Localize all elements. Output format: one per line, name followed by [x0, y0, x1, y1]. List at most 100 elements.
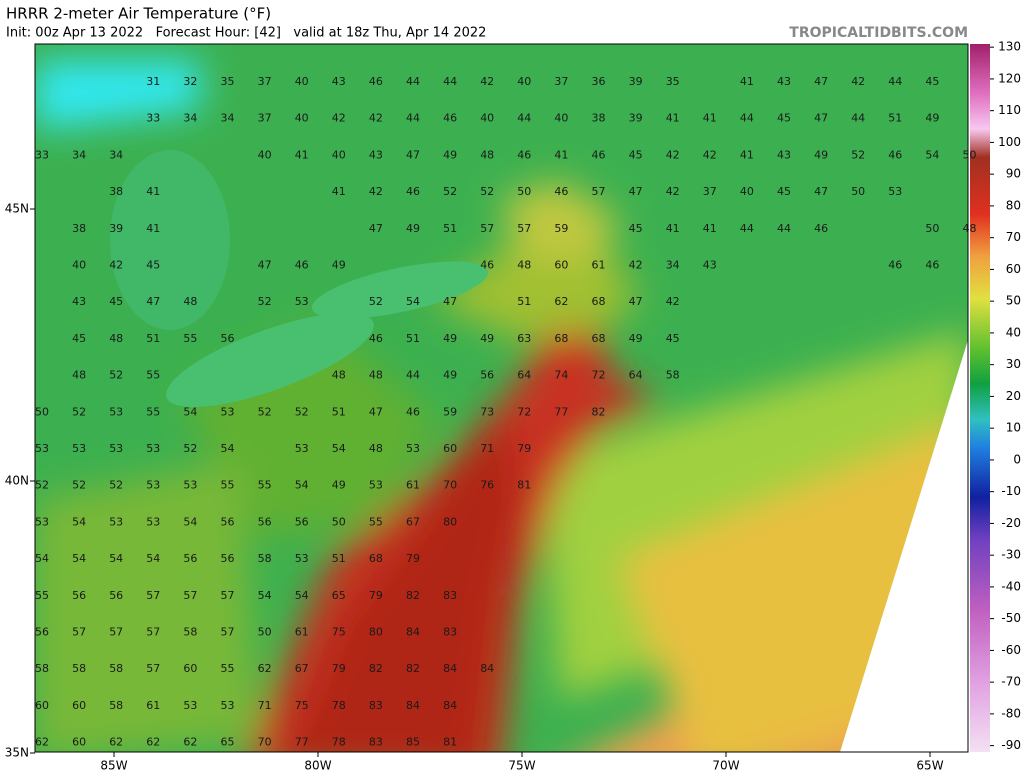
station-value: 46 — [517, 148, 531, 161]
station-value: 81 — [443, 736, 457, 749]
colorbar-label: -40 — [1001, 579, 1021, 593]
map-frame — [34, 43, 969, 753]
station-value: 46 — [888, 259, 902, 272]
station-value: 51 — [443, 222, 457, 235]
station-value: 41 — [332, 185, 346, 198]
station-value: 53 — [369, 479, 383, 492]
station-value: 79 — [517, 442, 531, 455]
station-value: 75 — [332, 626, 346, 639]
colorbar-label: -30 — [1001, 548, 1021, 562]
station-value: 62 — [109, 736, 123, 749]
station-value: 48 — [369, 369, 383, 382]
station-value: 62 — [183, 736, 197, 749]
lon-label: 80W — [304, 759, 331, 773]
station-value: 53 — [35, 442, 49, 455]
station-value: 84 — [443, 662, 457, 675]
station-value: 35 — [221, 75, 235, 88]
station-value: 45 — [777, 112, 791, 125]
station-value: 53 — [295, 442, 309, 455]
station-value: 32 — [183, 75, 197, 88]
station-value: 68 — [592, 332, 606, 345]
station-value: 45 — [777, 185, 791, 198]
station-value: 58 — [35, 662, 49, 675]
colorbar-label: 130 — [998, 40, 1021, 54]
station-value: 44 — [443, 75, 457, 88]
station-value: 47 — [369, 222, 383, 235]
station-value: 61 — [406, 479, 420, 492]
station-value: 52 — [258, 295, 272, 308]
station-value: 82 — [592, 405, 606, 418]
station-value: 38 — [109, 185, 123, 198]
station-value: 40 — [517, 75, 531, 88]
station-value: 72 — [517, 405, 531, 418]
station-value: 44 — [740, 112, 754, 125]
colorbar-label: 20 — [1006, 389, 1021, 403]
station-value: 68 — [554, 332, 568, 345]
station-value: 55 — [183, 332, 197, 345]
station-value: 42 — [851, 75, 865, 88]
station-value: 37 — [554, 75, 568, 88]
station-value: 49 — [814, 148, 828, 161]
station-value: 58 — [109, 662, 123, 675]
station-value: 68 — [369, 552, 383, 565]
station-value: 60 — [183, 662, 197, 675]
station-value: 36 — [592, 75, 606, 88]
lon-label: 75W — [508, 759, 535, 773]
station-value: 50 — [517, 185, 531, 198]
station-value: 55 — [35, 589, 49, 602]
station-value: 34 — [109, 148, 123, 161]
station-value: 46 — [295, 259, 309, 272]
station-value: 33 — [35, 148, 49, 161]
station-value: 53 — [35, 515, 49, 528]
station-value: 37 — [258, 112, 272, 125]
station-value: 57 — [109, 626, 123, 639]
lat-label: 40N — [5, 474, 29, 488]
station-value: 57 — [480, 222, 494, 235]
station-value: 63 — [517, 332, 531, 345]
station-value: 50 — [258, 626, 272, 639]
station-value: 41 — [703, 222, 717, 235]
station-value: 83 — [443, 589, 457, 602]
station-value: 46 — [480, 259, 494, 272]
station-value: 54 — [72, 552, 86, 565]
station-value: 60 — [443, 442, 457, 455]
station-value: 52 — [109, 369, 123, 382]
station-value: 46 — [443, 112, 457, 125]
station-value: 46 — [554, 185, 568, 198]
source: TROPICALTIDBITS.COM — [789, 25, 968, 41]
station-value: 49 — [443, 369, 457, 382]
station-value: 56 — [221, 332, 235, 345]
station-value: 48 — [480, 148, 494, 161]
station-value: 53 — [221, 405, 235, 418]
station-value: 77 — [295, 736, 309, 749]
station-value: 49 — [629, 332, 643, 345]
station-value: 65 — [221, 736, 235, 749]
station-value: 64 — [517, 369, 531, 382]
station-value: 48 — [332, 369, 346, 382]
station-value: 78 — [332, 736, 346, 749]
station-value: 53 — [109, 442, 123, 455]
station-value: 79 — [369, 589, 383, 602]
station-value: 48 — [72, 369, 86, 382]
station-value: 54 — [183, 405, 197, 418]
colorbar-label: -50 — [1001, 611, 1021, 625]
station-value: 45 — [629, 148, 643, 161]
colorbar-label: 100 — [998, 135, 1021, 149]
colorbar-label: -10 — [1001, 484, 1021, 498]
station-value: 43 — [777, 75, 791, 88]
map-shading — [35, 44, 968, 752]
station-value: 54 — [109, 552, 123, 565]
station-value: 67 — [295, 662, 309, 675]
station-value: 42 — [629, 259, 643, 272]
station-value: 53 — [109, 405, 123, 418]
station-value: 51 — [406, 332, 420, 345]
station-value: 50 — [851, 185, 865, 198]
station-value: 48 — [183, 295, 197, 308]
station-value: 49 — [480, 332, 494, 345]
station-value: 42 — [666, 295, 680, 308]
station-value: 77 — [554, 405, 568, 418]
colorbar-label: -60 — [1001, 643, 1021, 657]
station-value: 61 — [146, 699, 160, 712]
colorbar-label: -80 — [1001, 706, 1021, 720]
station-value: 60 — [72, 699, 86, 712]
